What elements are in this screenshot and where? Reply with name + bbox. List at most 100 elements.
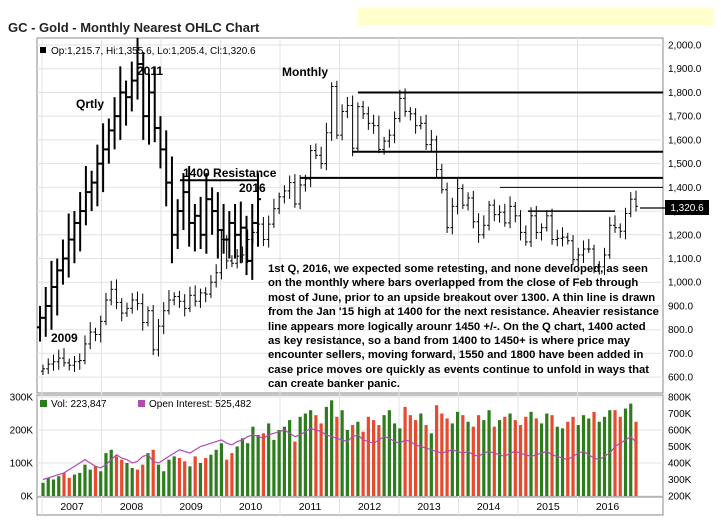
volume-bar xyxy=(581,415,586,496)
price-tick-label: 800.0 xyxy=(668,325,693,336)
quarterly-ohlc-bar xyxy=(203,173,210,254)
volume-bar xyxy=(461,415,465,496)
monthly-ohlc-bar xyxy=(324,122,329,171)
volume-bar xyxy=(125,463,129,496)
volume-bar xyxy=(592,411,596,496)
volume-bar xyxy=(288,420,292,496)
volume-bar xyxy=(298,416,302,496)
volume-bar xyxy=(162,471,166,496)
monthly-ohlc-bar xyxy=(623,207,628,240)
x-tick-label: 2009 xyxy=(179,501,203,513)
monthly-ohlc-bar xyxy=(539,223,544,241)
monthly-ohlc-bar xyxy=(544,210,549,232)
x-tick-label: 2016 xyxy=(596,501,620,513)
monthly-ohlc-bar xyxy=(77,353,82,370)
quarterly-ohlc-bar xyxy=(94,144,101,207)
monthly-ohlc-bar xyxy=(93,327,98,342)
price-tick-label: 1,500.0 xyxy=(668,159,702,170)
monthly-ohlc-bar xyxy=(140,293,145,331)
price-tick-label: 600.0 xyxy=(668,373,693,384)
monthly-ohlc-bar xyxy=(277,192,282,214)
volume-bar xyxy=(141,464,145,496)
volume-bar xyxy=(629,403,633,496)
commentary-text: 1st Q, 2016, we expected some retesting,… xyxy=(268,263,659,391)
quarterly-ohlc-bar xyxy=(123,80,130,126)
quarterly-ohlc-bar xyxy=(214,192,221,259)
monthly-ohlc-bar xyxy=(308,144,313,188)
volume-bar xyxy=(450,423,454,496)
volume-bar xyxy=(466,421,470,496)
volume-bar xyxy=(497,420,502,496)
volume-bar xyxy=(377,425,381,496)
volume-bar xyxy=(151,449,155,496)
volume-bar xyxy=(366,416,370,496)
monthly-ohlc-bar xyxy=(518,210,523,241)
volume-tick-label: 200K xyxy=(10,426,34,437)
monthly-ohlc-bar xyxy=(245,229,250,264)
open-interest-line xyxy=(42,427,637,481)
volume-bar xyxy=(172,456,176,496)
monthly-ohlc-bar xyxy=(460,184,465,209)
volume-bar xyxy=(440,413,444,496)
volume-bar xyxy=(246,443,250,496)
volume-bar xyxy=(382,415,386,496)
volume-bar xyxy=(566,421,570,496)
oi-axis-right: 200K 300K 400K 500K 600K 700K 800K xyxy=(668,393,692,503)
quarterly-ohlc-bar xyxy=(180,173,187,231)
monthly-ohlc-bar xyxy=(282,185,287,204)
monthly-ohlc-bar xyxy=(513,202,518,223)
quarterly-ohlc-bar xyxy=(163,130,170,207)
quarterly-ohlc-bar xyxy=(54,258,61,316)
volume-bar xyxy=(393,423,397,496)
monthly-ohlc-bar xyxy=(67,358,72,371)
volume-bar xyxy=(597,421,601,496)
monthly-ohlc-bar xyxy=(350,95,355,157)
volume-bar xyxy=(204,458,208,496)
volume-bar xyxy=(219,443,224,496)
volume-bar xyxy=(130,467,134,496)
monthly-ohlc-bar xyxy=(182,294,187,317)
volume-bar xyxy=(534,418,538,496)
monthly-ohlc-bar xyxy=(387,129,392,148)
monthly-ohlc-bar xyxy=(41,364,45,376)
monthly-ohlc-bar xyxy=(613,215,618,233)
monthly-ohlc-bar xyxy=(198,288,203,308)
price-tick-label: 1,600.0 xyxy=(668,135,702,146)
volume-bar xyxy=(345,430,349,496)
quarterly-ohlc-bar xyxy=(134,37,141,100)
monthly-ohlc-bar xyxy=(345,96,350,119)
quarterly-ohlc-bar xyxy=(77,192,84,252)
annotation-quarterly: Qrtly xyxy=(76,97,105,111)
monthly-ohlc-bar xyxy=(602,247,607,275)
monthly-ohlc-bar xyxy=(208,275,213,298)
monthly-ohlc-bar xyxy=(82,335,87,365)
oi-tick-label: 700K xyxy=(668,409,692,420)
volume-bar xyxy=(293,441,297,496)
volume-bar xyxy=(398,428,402,496)
volume-bar xyxy=(88,469,92,496)
monthly-ohlc-bar xyxy=(114,279,119,310)
ohlc-legend: Op:1,215.7, Hi:1,355.6, Lo:1,205.4, Cl:1… xyxy=(51,46,256,57)
monthly-ohlc-bar xyxy=(156,319,161,357)
monthly-ohlc-bar xyxy=(555,229,560,247)
price-tick-label: 1,700.0 xyxy=(668,112,702,123)
monthly-ohlc-bar xyxy=(193,285,198,307)
volume-bar xyxy=(282,426,286,496)
monthly-ohlc-bar xyxy=(508,196,513,229)
monthly-ohlc-bar xyxy=(340,104,345,141)
volume-bar xyxy=(177,458,182,496)
monthly-ohlc-bar xyxy=(145,306,150,327)
price-tick-label: 1,900.0 xyxy=(668,64,702,75)
monthly-ohlc-bar xyxy=(298,175,303,210)
monthly-ohlc-bar xyxy=(487,200,492,231)
monthly-ohlc-bar xyxy=(135,291,140,311)
quarterly-ohlc-bar xyxy=(65,213,72,278)
volume-bar xyxy=(555,426,559,496)
last-price-label: 1,320.6 xyxy=(670,203,704,214)
monthly-ohlc-bar xyxy=(560,227,565,247)
volume-bar xyxy=(78,472,82,496)
volume-bar xyxy=(51,479,56,496)
volume-bar xyxy=(508,413,512,496)
monthly-ohlc-bar xyxy=(229,255,234,268)
monthly-ohlc-bar xyxy=(219,229,224,280)
